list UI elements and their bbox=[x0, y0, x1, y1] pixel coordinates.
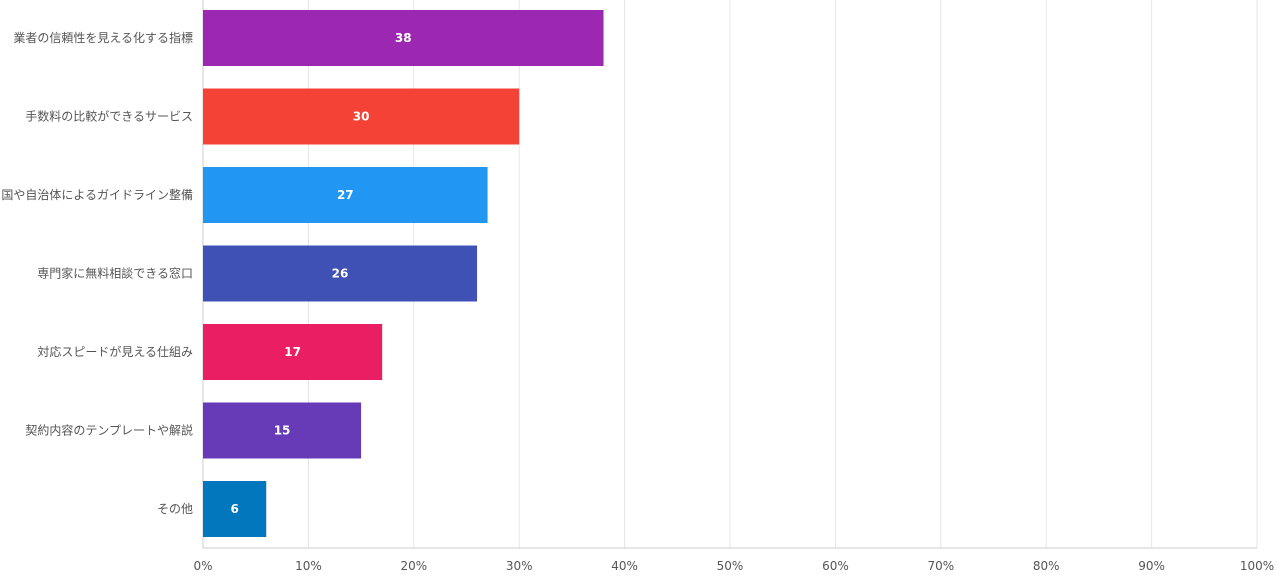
x-tick-label: 20% bbox=[400, 559, 427, 573]
bar-2[interactable] bbox=[203, 88, 520, 145]
bar-1[interactable] bbox=[203, 10, 604, 66]
x-tick-label: 70% bbox=[927, 559, 954, 573]
bar-6[interactable] bbox=[203, 402, 362, 459]
axis-layer: 0% 10% 20% 30% 40% 50% 60% 70% 80% 90% 100% bbox=[193, 547, 1274, 573]
bar-4[interactable] bbox=[203, 245, 478, 302]
x-tick-label: 30% bbox=[506, 559, 533, 573]
x-tick-label: 90% bbox=[1138, 559, 1165, 573]
bar-7[interactable] bbox=[203, 481, 267, 537]
category-label: 業者の信頼性を見える化する指標 bbox=[13, 30, 193, 45]
category-label: 対応スピードが見える仕組み bbox=[37, 344, 193, 359]
x-tick-label: 80% bbox=[1033, 559, 1060, 573]
bar-value-label: 15 bbox=[274, 424, 291, 438]
category-label: その他 bbox=[157, 502, 193, 516]
x-tick-label: 50% bbox=[717, 559, 744, 573]
category-label: 契約内容のテンプレートや解説 bbox=[25, 423, 193, 438]
bar-value-label: 38 bbox=[395, 31, 412, 45]
bar-5[interactable] bbox=[203, 324, 383, 380]
x-tick-label: 100% bbox=[1240, 559, 1274, 573]
bar-value-label: 26 bbox=[332, 267, 349, 281]
bar-3[interactable] bbox=[203, 167, 488, 223]
bar-value-label: 30 bbox=[353, 110, 370, 124]
category-label: 手数料の比較ができるサービス bbox=[25, 109, 193, 124]
labels-layer: 38 業者の信頼性を見える化する指標 30 手数料の比較ができるサービス 27 国や自治体… bbox=[1, 30, 411, 516]
category-label: 国や自治体によるガイドライン整備 bbox=[1, 187, 193, 202]
x-tick-label: 60% bbox=[822, 559, 849, 573]
bar-value-label: 27 bbox=[337, 188, 354, 202]
x-tick-label: 0% bbox=[193, 559, 212, 573]
category-label: 専門家に無料相談できる窓口 bbox=[37, 266, 193, 281]
bars-layer bbox=[203, 10, 604, 537]
x-tick-label: 40% bbox=[611, 559, 638, 573]
bar-value-label: 6 bbox=[230, 502, 238, 516]
bar-value-label: 17 bbox=[284, 345, 301, 359]
x-tick-label: 10% bbox=[295, 559, 322, 573]
